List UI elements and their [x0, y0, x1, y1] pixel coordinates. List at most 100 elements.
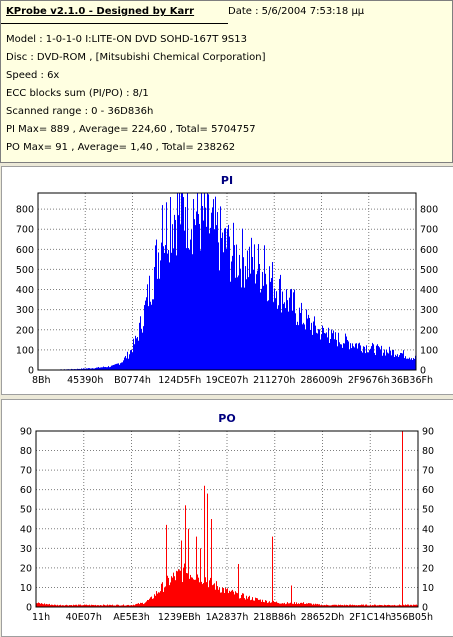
- data-bar: [301, 603, 302, 607]
- data-bar: [290, 290, 291, 370]
- data-bar: [229, 237, 230, 370]
- data-bar: [236, 245, 237, 370]
- data-bar: [145, 602, 146, 607]
- x-tick-label: 124D5Fh: [158, 375, 201, 386]
- data-bar: [295, 313, 296, 370]
- data-bar: [210, 228, 211, 370]
- data-bar: [244, 288, 245, 370]
- data-bar: [326, 332, 327, 370]
- data-bar: [270, 603, 271, 607]
- data-bar: [338, 333, 339, 370]
- data-bar: [230, 282, 231, 370]
- data-bar: [301, 303, 302, 370]
- y-tick-label-left: 500: [16, 265, 34, 276]
- data-bar: [317, 333, 318, 370]
- data-bar: [135, 336, 136, 370]
- data-bar: [157, 594, 158, 607]
- y-tick-label-left: 100: [16, 345, 34, 356]
- data-bar: [200, 548, 201, 607]
- data-bar: [273, 601, 274, 607]
- data-bar: [154, 594, 155, 607]
- data-bar: [181, 541, 182, 607]
- data-bar: [287, 602, 288, 607]
- data-bar: [289, 298, 290, 370]
- x-tick-label: 11h: [32, 612, 50, 623]
- data-bar: [348, 341, 349, 370]
- data-bar: [183, 197, 184, 370]
- data-bar: [111, 366, 112, 370]
- data-bar: [272, 537, 273, 607]
- data-bar: [383, 353, 384, 370]
- y-tick-label-right: 90: [422, 427, 434, 438]
- y-tick-label-right: 200: [420, 325, 438, 336]
- data-bar: [358, 344, 359, 370]
- data-bar: [401, 353, 402, 370]
- data-bar: [311, 323, 312, 370]
- data-bar: [191, 577, 192, 607]
- data-bar: [267, 603, 268, 607]
- data-bar: [233, 223, 234, 370]
- data-bar: [180, 224, 181, 370]
- data-bar: [159, 279, 160, 370]
- data-bar: [366, 345, 367, 370]
- data-bar: [333, 330, 334, 370]
- data-bar: [115, 364, 116, 370]
- data-bar: [320, 340, 321, 370]
- data-bar: [283, 304, 284, 370]
- data-bar: [262, 600, 263, 607]
- data-bar: [157, 279, 158, 370]
- data-bar: [246, 596, 247, 607]
- data-bar: [243, 594, 244, 607]
- y-tick-label-right: 60: [422, 485, 434, 496]
- data-bar: [158, 252, 159, 370]
- data-bar: [279, 279, 280, 370]
- data-bar: [312, 335, 313, 370]
- data-bar: [201, 193, 202, 370]
- data-bar: [394, 357, 395, 370]
- data-bar: [299, 308, 300, 370]
- data-bar: [302, 603, 303, 607]
- data-bar: [249, 596, 250, 607]
- data-bar: [141, 603, 142, 607]
- data-bar: [137, 337, 138, 370]
- data-bar: [187, 573, 188, 607]
- model-line: Model : 1-0-1-0 I:LITE-ON DVD SOHD-167T …: [6, 34, 247, 45]
- data-bar: [293, 292, 294, 370]
- data-bar: [158, 592, 159, 607]
- data-bar: [256, 274, 257, 370]
- data-bar: [384, 350, 385, 370]
- data-bar: [188, 248, 189, 370]
- data-bar: [315, 326, 316, 370]
- data-bar: [321, 334, 322, 370]
- data-bar: [175, 220, 176, 370]
- data-bar: [253, 270, 254, 370]
- data-bar: [216, 225, 217, 370]
- data-bar: [159, 593, 160, 607]
- data-bar: [289, 603, 290, 607]
- data-bar: [168, 250, 169, 370]
- data-bar: [223, 252, 224, 370]
- x-tick-label: 218B86h: [253, 612, 296, 623]
- data-bar: [331, 330, 332, 370]
- data-bar: [117, 364, 118, 370]
- data-bar: [218, 590, 219, 607]
- data-bar: [209, 233, 210, 370]
- data-bar: [217, 586, 218, 607]
- data-bar: [239, 598, 240, 607]
- data-bar: [288, 603, 289, 607]
- x-tick-label: AE5E3h: [113, 612, 150, 623]
- data-bar: [44, 603, 45, 607]
- data-bar: [376, 346, 377, 370]
- data-bar: [266, 284, 267, 370]
- data-bar: [245, 266, 246, 370]
- data-bar: [309, 318, 310, 370]
- data-bar: [211, 519, 212, 607]
- data-bar: [208, 194, 209, 370]
- data-bar: [210, 578, 211, 607]
- data-bar: [207, 193, 208, 370]
- data-bar: [268, 602, 269, 607]
- data-bar: [256, 598, 257, 607]
- data-bar: [310, 330, 311, 370]
- data-bar: [165, 586, 166, 607]
- data-bar: [112, 365, 113, 370]
